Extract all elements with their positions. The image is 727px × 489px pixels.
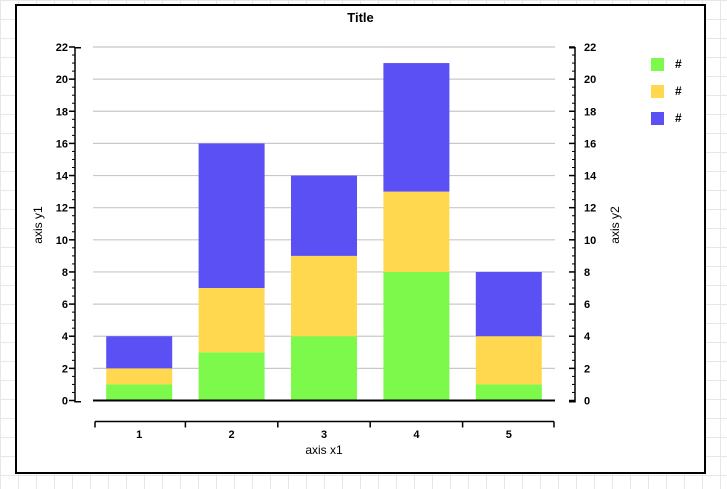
bar-segment-series3-cat4 — [383, 63, 450, 192]
bar-segment-series1-cat2 — [198, 352, 265, 401]
bar-segment-series1-cat1 — [106, 384, 173, 401]
bar-segment-series3-cat1 — [106, 336, 173, 369]
x-axis-label: axis x1 — [305, 443, 343, 457]
y1-tick-label: 12 — [56, 203, 68, 215]
y2-tick-label: 16 — [584, 138, 596, 150]
y1-tick-label: 22 — [56, 42, 68, 54]
legend-item: # — [651, 112, 682, 125]
y2-tick-label: 18 — [584, 106, 596, 118]
x-tick-label: 5 — [506, 429, 512, 441]
legend-swatch-icon — [651, 85, 664, 98]
legend-item: # — [651, 85, 682, 98]
legend-swatch-icon — [651, 58, 664, 71]
legend-swatch-icon — [651, 112, 664, 125]
legend-item: # — [651, 58, 682, 71]
bar-segment-series1-cat5 — [475, 384, 542, 401]
x-tick-label: 2 — [229, 429, 235, 441]
y2-tick-label: 14 — [584, 171, 597, 183]
bar-segment-series2-cat1 — [106, 368, 173, 385]
x-tick-label: 3 — [321, 429, 327, 441]
bar-segment-series2-cat3 — [291, 255, 357, 337]
bar-segment-series3-cat3 — [291, 175, 357, 256]
bar-segment-series1-cat3 — [291, 336, 357, 401]
legend-label: # — [675, 57, 682, 71]
y1-tick-label: 2 — [62, 363, 68, 375]
y1-tick-label: 8 — [62, 267, 68, 279]
y2-tick-label: 20 — [584, 74, 596, 86]
bar-segment-series2-cat4 — [383, 191, 450, 272]
chart-panel: Title 0 2 4 6 8 10 12 14 16 18 20 22 0 2 4 6 8 10 12 14 16 18… — [15, 4, 706, 474]
y1-tick-label: 0 — [62, 396, 68, 408]
x-tick-label: 4 — [413, 429, 420, 441]
y2-axis-label: axis y2 — [608, 206, 622, 244]
y1-tick-label: 16 — [56, 138, 68, 150]
y1-tick-label: 14 — [56, 171, 69, 183]
x-tick-label: 1 — [136, 429, 142, 441]
y1-tick-label: 6 — [62, 299, 68, 311]
y1-tick-label: 10 — [56, 235, 68, 247]
y2-tick-label: 22 — [584, 42, 596, 54]
y2-tick-label: 8 — [584, 267, 590, 279]
bar-segment-series2-cat5 — [475, 336, 542, 385]
y2-tick-label: 10 — [584, 235, 596, 247]
legend: # # # — [651, 58, 682, 139]
y1-tick-label: 18 — [56, 106, 68, 118]
y2-tick-label: 12 — [584, 203, 596, 215]
y2-tick-label: 0 — [584, 396, 590, 408]
y2-tick-label: 6 — [584, 299, 590, 311]
bar-segment-series3-cat5 — [475, 271, 542, 337]
bar-segment-series2-cat2 — [198, 288, 265, 353]
y2-tick-label: 4 — [584, 331, 591, 343]
y1-axis-label: axis y1 — [31, 206, 45, 244]
bar-segment-series1-cat4 — [383, 271, 450, 401]
y1-tick-label: 20 — [56, 74, 68, 86]
chart-title: Title — [347, 10, 374, 25]
bar-segment-series3-cat2 — [198, 143, 265, 289]
y1-tick-label: 4 — [62, 331, 69, 343]
legend-label: # — [675, 111, 682, 125]
legend-label: # — [675, 84, 682, 98]
y2-tick-label: 2 — [584, 363, 590, 375]
